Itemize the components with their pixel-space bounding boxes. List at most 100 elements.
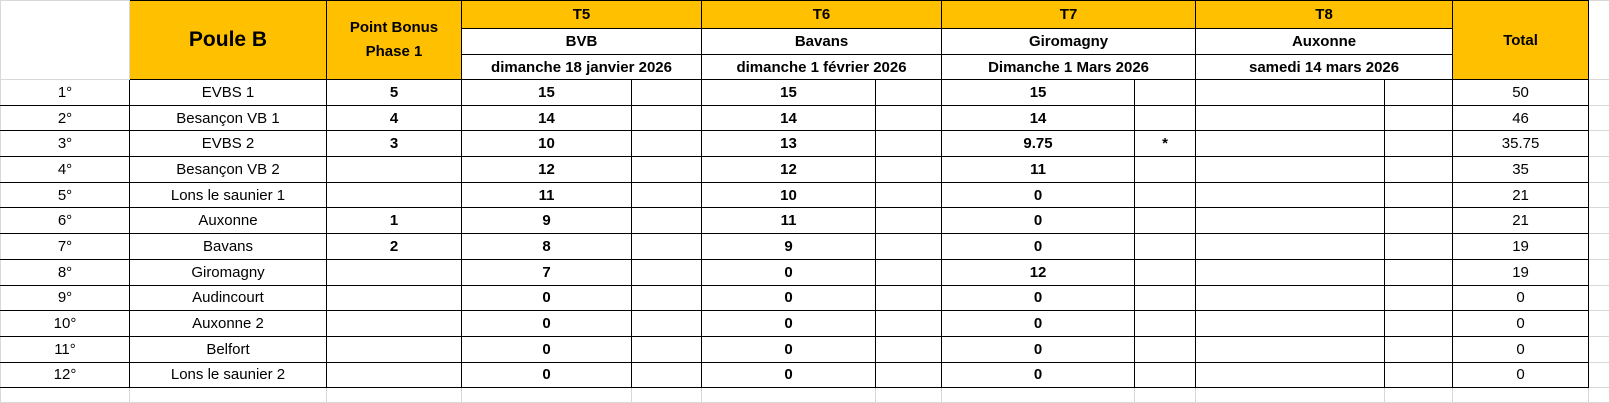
round-score — [1196, 208, 1385, 234]
round-note — [1135, 208, 1196, 234]
rank: 9° — [1, 285, 130, 311]
round-note — [632, 182, 702, 208]
total-points: 19 — [1453, 259, 1589, 285]
round-score: 0 — [702, 311, 876, 337]
blank-cell — [130, 388, 327, 403]
blank-cell — [1589, 208, 1609, 234]
blank-cell — [942, 388, 1135, 403]
team-name: Lons le saunier 2 — [130, 362, 327, 388]
round-note — [632, 285, 702, 311]
venue-label: Giromagny — [942, 29, 1196, 55]
blank-cell — [1589, 105, 1609, 131]
bonus-points: 2 — [327, 234, 462, 260]
blank-cell — [1196, 388, 1385, 403]
blank-cell — [632, 388, 702, 403]
rank: 10° — [1, 311, 130, 337]
bonus-points — [327, 157, 462, 183]
round-score: 0 — [462, 336, 632, 362]
round-note — [1385, 336, 1453, 362]
round-note — [1385, 80, 1453, 106]
bonus-points — [327, 362, 462, 388]
round-note — [1135, 259, 1196, 285]
blank-cell — [1589, 182, 1609, 208]
round-score: 9.75 — [942, 131, 1135, 157]
round-score: 7 — [462, 259, 632, 285]
total-points: 21 — [1453, 182, 1589, 208]
round-note — [876, 234, 942, 260]
rank: 5° — [1, 182, 130, 208]
bonus-header: Point Bonus Phase 1 — [327, 1, 462, 80]
bonus-points — [327, 182, 462, 208]
empty-row — [1, 388, 1609, 403]
rank: 2° — [1, 105, 130, 131]
blank-cell — [1589, 1, 1609, 80]
date-label: dimanche 1 février 2026 — [702, 55, 942, 80]
round-score: 12 — [462, 157, 632, 183]
round-score: 0 — [702, 259, 876, 285]
round-score: 0 — [702, 336, 876, 362]
bonus-points: 4 — [327, 105, 462, 131]
round-score: 0 — [942, 311, 1135, 337]
round-score: 0 — [462, 362, 632, 388]
round-score: 11 — [942, 157, 1135, 183]
round-note — [1135, 311, 1196, 337]
team-name: Besançon VB 2 — [130, 157, 327, 183]
team-name: Auxonne 2 — [130, 311, 327, 337]
team-name: Lons le saunier 1 — [130, 182, 327, 208]
blank-cell — [702, 388, 876, 403]
blank-cell — [1589, 336, 1609, 362]
round-note — [1135, 336, 1196, 362]
blank-cell — [1, 388, 130, 403]
blank-cell — [462, 388, 632, 403]
rank: 6° — [1, 208, 130, 234]
team-name: Bavans — [130, 234, 327, 260]
round-score: 0 — [462, 285, 632, 311]
round-note — [632, 105, 702, 131]
round-score: 11 — [702, 208, 876, 234]
round-score — [1196, 311, 1385, 337]
total-points: 35 — [1453, 157, 1589, 183]
round-score — [1196, 234, 1385, 260]
round-note — [1385, 362, 1453, 388]
round-note — [1385, 285, 1453, 311]
round-score — [1196, 285, 1385, 311]
round-note — [1385, 311, 1453, 337]
round-note — [876, 208, 942, 234]
rank: 12° — [1, 362, 130, 388]
round-note — [876, 362, 942, 388]
round-note — [1135, 285, 1196, 311]
round-note — [876, 80, 942, 106]
blank-cell — [1589, 362, 1609, 388]
round-note — [876, 336, 942, 362]
round-score — [1196, 336, 1385, 362]
round-label: T8 — [1196, 1, 1453, 29]
total-points: 0 — [1453, 336, 1589, 362]
round-score: 12 — [702, 157, 876, 183]
team-name: EVBS 2 — [130, 131, 327, 157]
team-name: Audincourt — [130, 285, 327, 311]
total-points: 21 — [1453, 208, 1589, 234]
round-score: 0 — [942, 362, 1135, 388]
round-score: 0 — [702, 285, 876, 311]
round-note — [632, 362, 702, 388]
round-score — [1196, 182, 1385, 208]
bonus-points: 5 — [327, 80, 462, 106]
round-note — [632, 336, 702, 362]
round-score: 13 — [702, 131, 876, 157]
bonus-points: 3 — [327, 131, 462, 157]
round-score — [1196, 157, 1385, 183]
round-score: 10 — [462, 131, 632, 157]
blank-cell — [1589, 131, 1609, 157]
team-name: Besançon VB 1 — [130, 105, 327, 131]
round-note — [876, 157, 942, 183]
round-note — [876, 285, 942, 311]
round-note — [876, 182, 942, 208]
date-label: samedi 14 mars 2026 — [1196, 55, 1453, 80]
blank-cell — [1589, 285, 1609, 311]
